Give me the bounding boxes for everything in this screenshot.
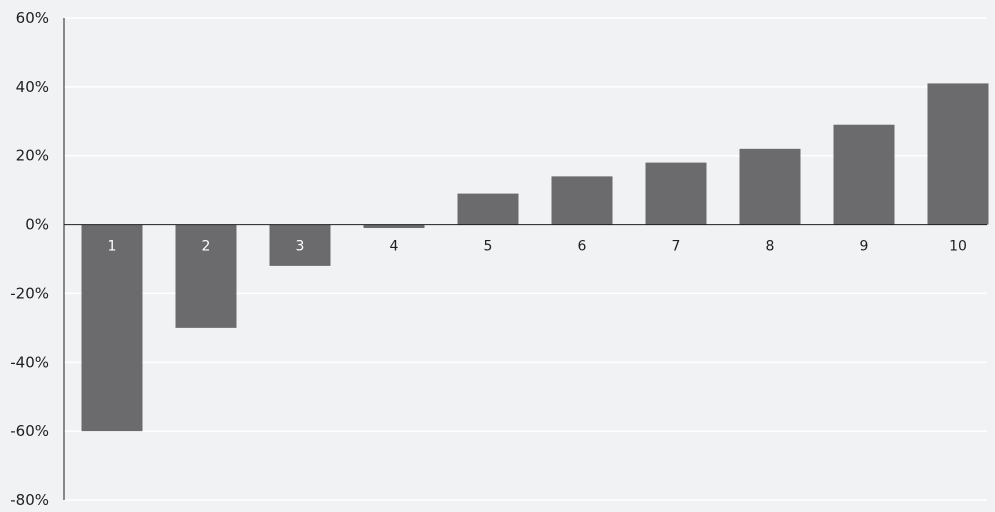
y-tick-label: 0%: [25, 216, 49, 234]
bar-9: [833, 124, 895, 225]
category-label: 8: [766, 239, 775, 255]
bar-3: [269, 224, 331, 266]
axes: [63, 18, 987, 500]
y-tick-label: -40%: [10, 353, 49, 371]
category-labels: 1 2 3 4 5 6 7 8 9 10: [108, 239, 967, 255]
category-label: 5: [484, 239, 493, 255]
category-label: 10: [949, 239, 967, 255]
y-tick-label: -20%: [10, 284, 49, 302]
bar-6: [551, 176, 613, 225]
bar-8: [739, 148, 801, 225]
bar-5: [457, 193, 519, 225]
bar-4: [363, 224, 425, 229]
bar-1: [81, 224, 143, 432]
category-label: 4: [390, 239, 399, 255]
category-label: 3: [296, 239, 305, 255]
y-tick-label: 20%: [16, 147, 49, 165]
bars: [81, 83, 989, 432]
category-label: 1: [108, 239, 117, 255]
y-tick-label: 40%: [16, 78, 49, 96]
y-tick-label: -80%: [10, 491, 49, 509]
category-label: 6: [578, 239, 587, 255]
y-tick-labels: 60% 40% 20% 0% -20% -40% -60% -80%: [10, 9, 49, 509]
y-tick-label: 60%: [16, 9, 49, 27]
category-label: 9: [860, 239, 869, 255]
bar-2: [175, 224, 237, 328]
bar-7: [645, 162, 707, 225]
bar-10: [927, 83, 989, 225]
category-label: 7: [672, 239, 681, 255]
category-label: 2: [202, 239, 211, 255]
y-tick-label: -60%: [10, 422, 49, 440]
